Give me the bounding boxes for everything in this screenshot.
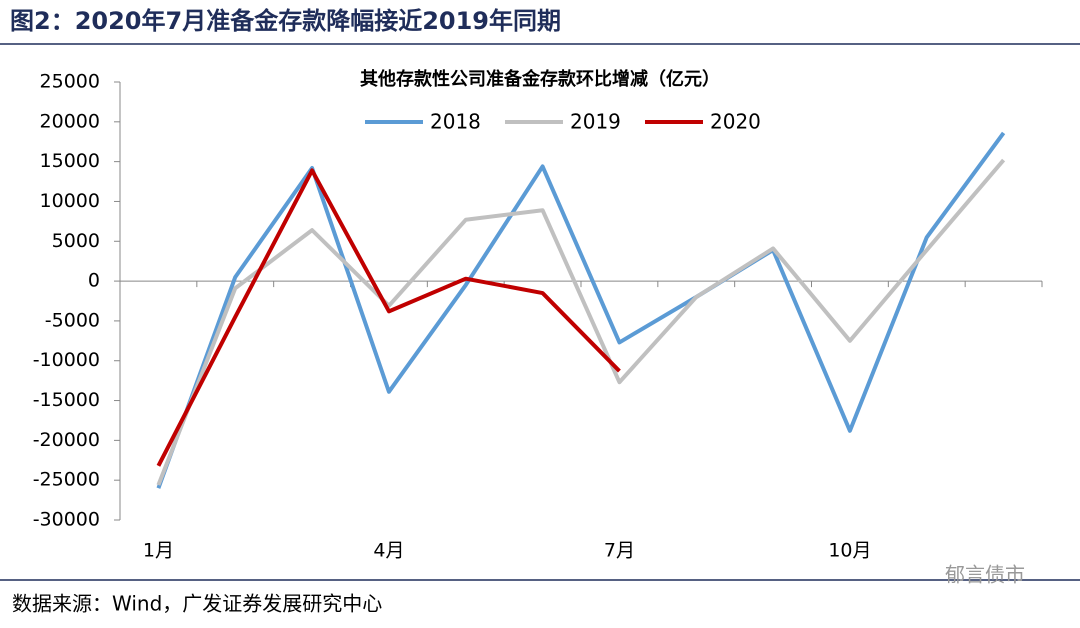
y-tick-label: 20000 <box>40 110 100 132</box>
y-tick-label: 25000 <box>40 71 100 93</box>
legend-label: 2020 <box>710 110 761 134</box>
x-tick-label: 7月 <box>604 540 635 562</box>
watermark: 郁言债市 <box>945 563 1025 587</box>
legend-label: 2018 <box>430 110 481 134</box>
y-tick-label: -20000 <box>33 429 100 451</box>
y-tick-label: 10000 <box>40 190 100 212</box>
chart-title: 其他存款性公司准备金存款环比增减（亿元） <box>360 68 720 90</box>
legend-label: 2019 <box>570 110 621 134</box>
source: 数据来源：Wind，广发证券发展研究中心 <box>12 592 382 616</box>
y-tick-label: -15000 <box>33 389 100 411</box>
y-tick-label: 15000 <box>40 150 100 172</box>
line-series <box>156 158 1006 486</box>
y-tick-label: -25000 <box>33 469 100 491</box>
x-tick-label: 10月 <box>828 540 871 562</box>
line-series <box>156 168 621 467</box>
y-tick-label: -5000 <box>45 309 100 331</box>
line-series <box>156 131 1006 489</box>
x-tick-label: 1月 <box>143 540 174 562</box>
y-tick-label: -30000 <box>33 509 100 531</box>
figure-heading: 图2：2020年7月准备金存款降幅接近2019年同期 <box>10 7 561 35</box>
y-tick-label: 0 <box>88 270 100 292</box>
y-tick-label: -10000 <box>33 349 100 371</box>
x-tick-label: 4月 <box>373 540 404 562</box>
y-tick-label: 5000 <box>52 230 100 252</box>
